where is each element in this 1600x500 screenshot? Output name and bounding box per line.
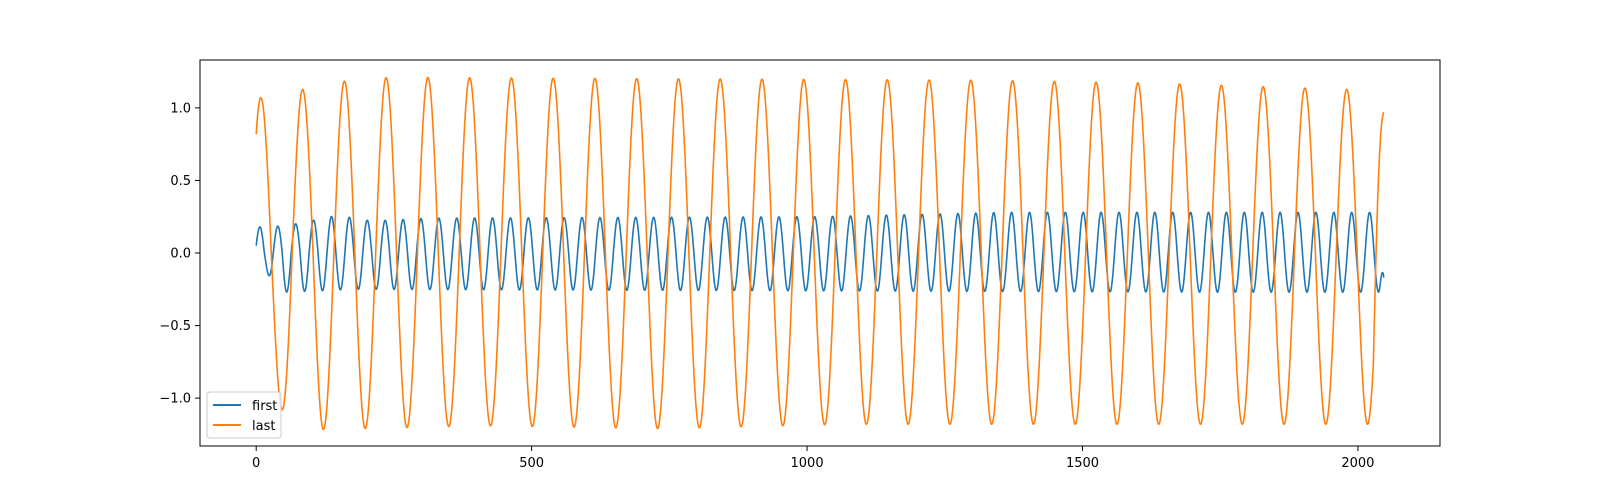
y-tick-label: −0.5 (159, 319, 191, 334)
y-axis: 1.0 0.5 0.0 −0.5 −1.0 (159, 101, 200, 407)
series-layer (255, 76, 1385, 431)
legend-box (206, 391, 282, 439)
y-tick-label: 1.0 (170, 101, 191, 116)
y-tick-label: 0.5 (170, 174, 191, 189)
x-axis: 0 500 1000 1500 2000 (252, 446, 1374, 471)
legend-label-first: first (252, 399, 277, 414)
legend-label-last: last (252, 419, 275, 434)
y-tick-label: −1.0 (159, 392, 191, 407)
series-line-last (255, 76, 1385, 431)
x-tick-label: 1000 (791, 456, 824, 471)
x-tick-label: 2000 (1341, 456, 1374, 471)
legend: first last (206, 391, 282, 439)
x-tick-label: 0 (252, 456, 260, 471)
series-line-first (255, 211, 1385, 293)
y-tick-label: 0.0 (170, 247, 191, 262)
x-tick-label: 1500 (1066, 456, 1099, 471)
x-tick-label: 500 (519, 456, 544, 471)
